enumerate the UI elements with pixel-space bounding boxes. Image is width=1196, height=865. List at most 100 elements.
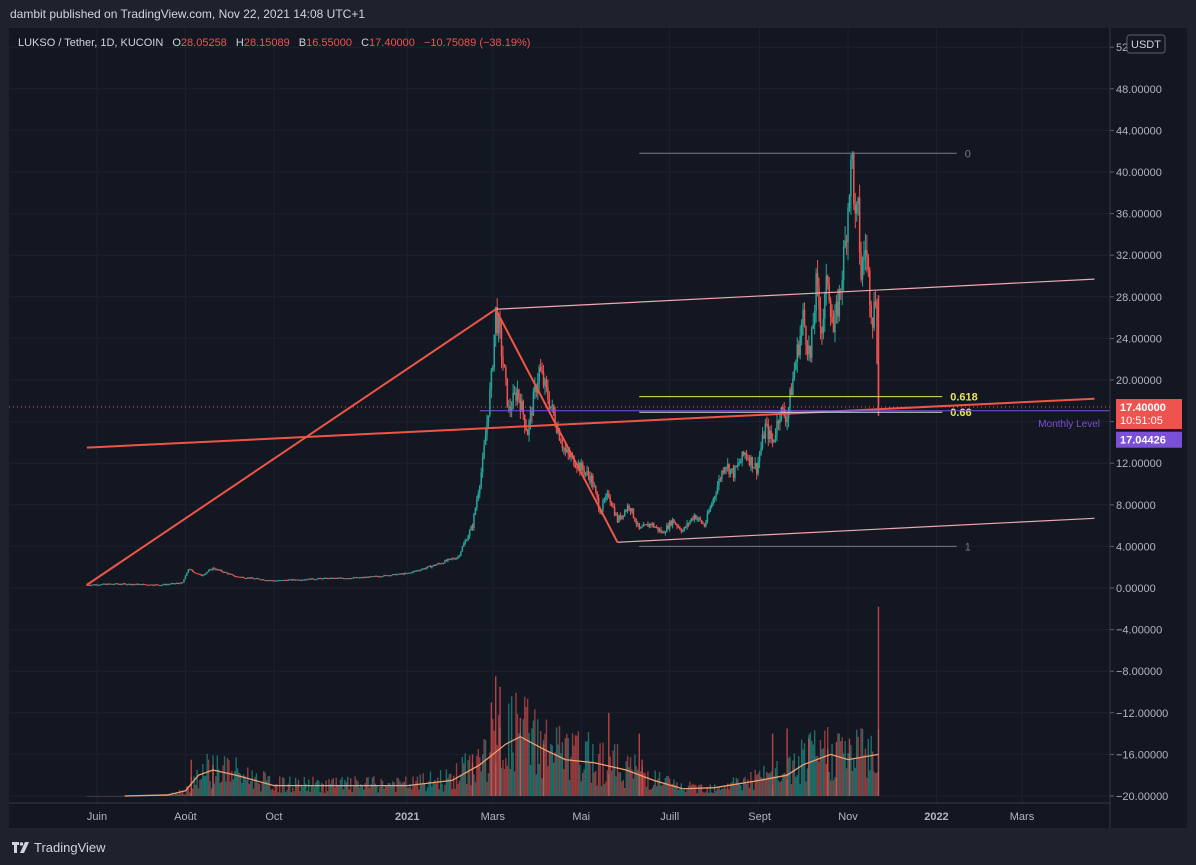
volume-bar xyxy=(784,773,787,796)
volume-bar xyxy=(824,730,826,796)
candle-body xyxy=(320,578,323,580)
candle-body xyxy=(448,558,451,560)
candle-body xyxy=(258,578,261,580)
volume-bar xyxy=(864,748,867,796)
volume-bar xyxy=(251,770,253,796)
volume-spike xyxy=(499,686,501,796)
candle-body xyxy=(183,579,185,583)
volume-bar xyxy=(761,778,764,796)
candle-body xyxy=(489,388,491,416)
volume-bar xyxy=(210,788,213,796)
candle-body xyxy=(451,558,453,560)
candle-body xyxy=(764,423,767,439)
candle-body xyxy=(579,462,581,471)
candle-body xyxy=(767,424,770,439)
candle-body xyxy=(96,584,98,586)
volume-bar xyxy=(642,772,645,796)
volume-bar xyxy=(309,791,311,796)
volume-bar xyxy=(753,789,755,796)
volume-bar xyxy=(860,728,862,796)
volume-bar xyxy=(680,783,682,796)
volume-bar xyxy=(110,796,113,797)
candle-body xyxy=(670,521,672,526)
candle-body xyxy=(709,506,712,512)
volume-bar xyxy=(300,784,303,796)
candle-body xyxy=(174,583,177,585)
candle-body xyxy=(560,440,562,444)
volume-bar xyxy=(568,779,571,796)
volume-bar xyxy=(274,784,277,796)
price-chart[interactable]: 0 1 0.618 0.66 Monthly Level −20.00000 −16.00… xyxy=(9,28,1187,828)
volume-bar xyxy=(365,777,368,796)
drawings[interactable]: 0 1 0.618 0.66 Monthly Level xyxy=(9,148,1110,586)
publish-line: dambit published on TradingView.com, Nov… xyxy=(10,7,365,21)
volume-bar xyxy=(539,731,542,796)
volume-bar xyxy=(737,778,739,796)
candle-body xyxy=(425,567,427,569)
candle-body xyxy=(122,583,124,585)
volume-bar xyxy=(541,778,543,796)
candle-body xyxy=(826,275,829,284)
candle-body xyxy=(570,455,572,458)
candle-body xyxy=(824,293,826,319)
time-axis[interactable]: Juin Août Oct 2021 Mars Mai Juill Sept Nov 2022 Ma… xyxy=(87,811,1035,823)
candle-body xyxy=(142,584,145,586)
candle-body xyxy=(858,197,861,253)
volume-bar xyxy=(853,758,855,796)
candle-body xyxy=(463,543,465,547)
candle-body xyxy=(91,584,94,586)
candle-body xyxy=(510,408,513,411)
candle-body xyxy=(800,323,803,336)
volume-bar xyxy=(467,760,469,796)
x-tick-label: Août xyxy=(174,811,197,823)
volume-bar xyxy=(800,739,803,796)
volume-bar xyxy=(793,753,796,796)
candle-body xyxy=(300,580,303,582)
candle-body xyxy=(610,502,613,507)
candle-body xyxy=(819,308,822,328)
candle-body xyxy=(668,521,671,529)
candle-body xyxy=(387,575,390,577)
candle-body xyxy=(341,577,343,579)
volume-bar xyxy=(206,753,208,796)
volume-bar xyxy=(260,791,262,796)
candle-body xyxy=(97,584,100,586)
volume-bar xyxy=(532,720,535,796)
volume-bar xyxy=(312,776,314,796)
volume-bar xyxy=(815,756,817,796)
volume-bar xyxy=(484,739,487,796)
candle-body xyxy=(761,434,764,448)
volume-bar xyxy=(209,781,211,796)
chart-area[interactable]: 0 1 0.618 0.66 Monthly Level −20.00000 −16.00… xyxy=(9,28,1187,828)
volume-bar xyxy=(732,777,735,796)
candle-body xyxy=(290,579,293,581)
candle-body xyxy=(244,577,246,579)
volume-bar xyxy=(812,744,814,796)
volume-bar xyxy=(152,795,155,797)
candle-body xyxy=(850,159,852,197)
y-tick-label: 24.00000 xyxy=(1116,333,1162,345)
candle-body xyxy=(537,382,539,393)
volume-bar xyxy=(239,773,242,796)
volume-bar xyxy=(376,785,378,796)
candle-body xyxy=(405,573,407,575)
volume-bar xyxy=(293,791,295,796)
y-tick-label: 32.00000 xyxy=(1116,250,1162,262)
volume-bar xyxy=(270,789,272,796)
volume-bar xyxy=(202,763,204,796)
candle-body xyxy=(281,580,284,582)
volume-bar xyxy=(403,781,406,796)
candle-body xyxy=(155,584,158,586)
candle-body xyxy=(184,575,187,580)
channel-lower-line xyxy=(617,517,1095,543)
candle-body xyxy=(855,203,858,214)
candle-body xyxy=(745,452,748,458)
volume-spike xyxy=(877,606,880,796)
currency-button[interactable]: USDT xyxy=(1126,34,1166,54)
volume-bar xyxy=(477,748,480,796)
volume-bar xyxy=(225,781,227,796)
candle-body xyxy=(567,449,569,454)
candle-body xyxy=(325,577,327,579)
volume-spike xyxy=(495,676,497,796)
candle-body xyxy=(351,577,353,579)
